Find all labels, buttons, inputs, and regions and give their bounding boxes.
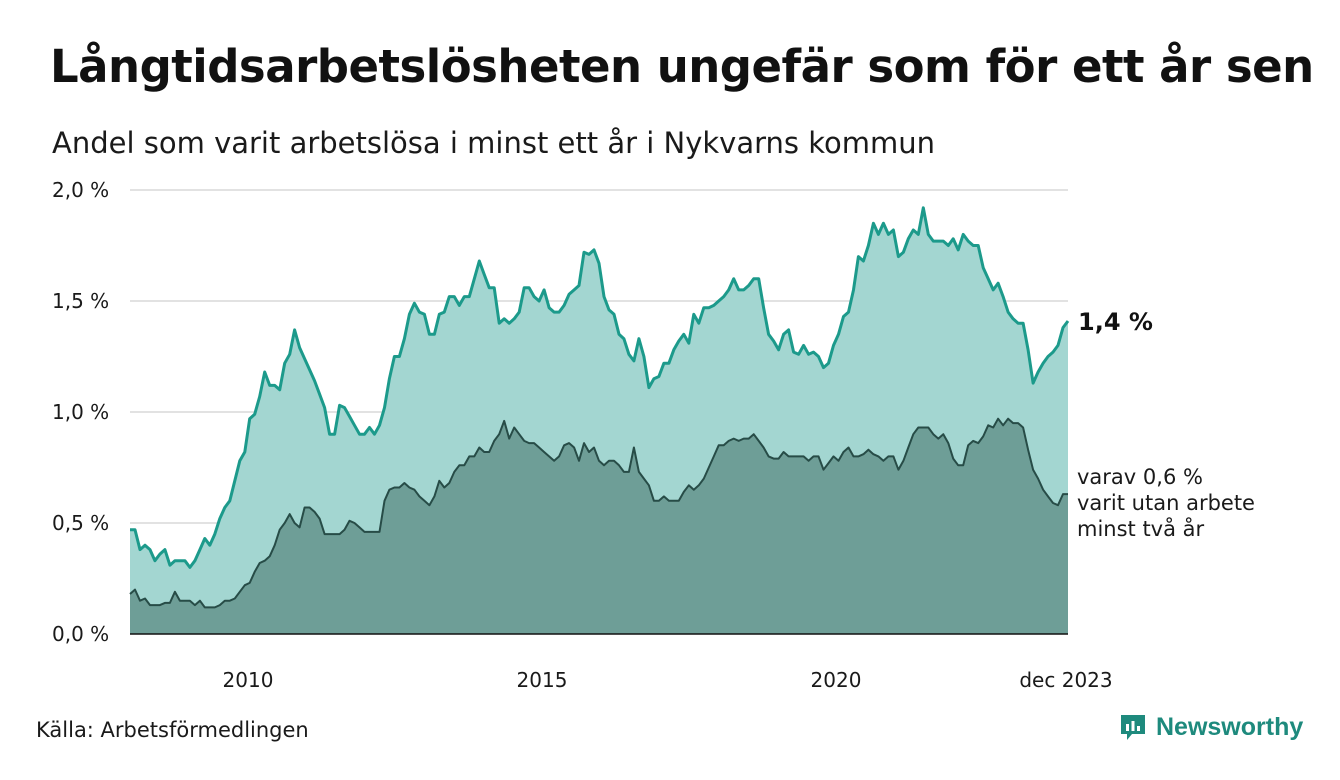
brand-logo: Newsworthy xyxy=(1118,712,1303,742)
x-tick-label-2: 2020 xyxy=(811,668,862,692)
chart-subtitle: Andel som varit arbetslösa i minst ett å… xyxy=(52,126,935,160)
y-axis-ticks: 0,0 % 0,5 % 1,0 % 1,5 % 2,0 % xyxy=(52,178,109,646)
chart-title: Långtidsarbetslösheten ungefär som för e… xyxy=(50,40,1314,93)
line-minst-ett-ar xyxy=(130,206,1070,569)
end-value-label-lower: varav 0,6 % varit utan arbete minst två år xyxy=(1077,465,1255,541)
x-tick-label-0: 2010 xyxy=(223,668,274,692)
y-tick-label-3: 1,5 % xyxy=(52,289,109,313)
area-minst-tva-ar xyxy=(130,418,1068,634)
source-note: Källa: Arbetsförmedlingen xyxy=(36,718,309,742)
x-tick-label-1: 2015 xyxy=(517,668,568,692)
chart-area: 0,0 % 0,5 % 1,0 % 1,5 % 2,0 % 2010 2015 2020 de… xyxy=(52,178,1255,692)
y-tick-label-0: 0,0 % xyxy=(52,622,109,646)
x-axis-ticks: 2010 2015 2020 dec 2023 xyxy=(223,668,1113,692)
x-tick-label-3: dec 2023 xyxy=(1019,668,1112,692)
series-areas xyxy=(129,206,1070,635)
line-minst-tva-ar xyxy=(129,417,1068,609)
end-value-label-upper: 1,4 % xyxy=(1078,308,1153,336)
newsworthy-logo-icon xyxy=(1121,715,1145,740)
y-tick-label-4: 2,0 % xyxy=(52,178,109,202)
y-tick-label-2: 1,0 % xyxy=(52,400,109,424)
brand-name: Newsworthy xyxy=(1156,712,1304,741)
y-tick-label-1: 0,5 % xyxy=(52,511,109,535)
